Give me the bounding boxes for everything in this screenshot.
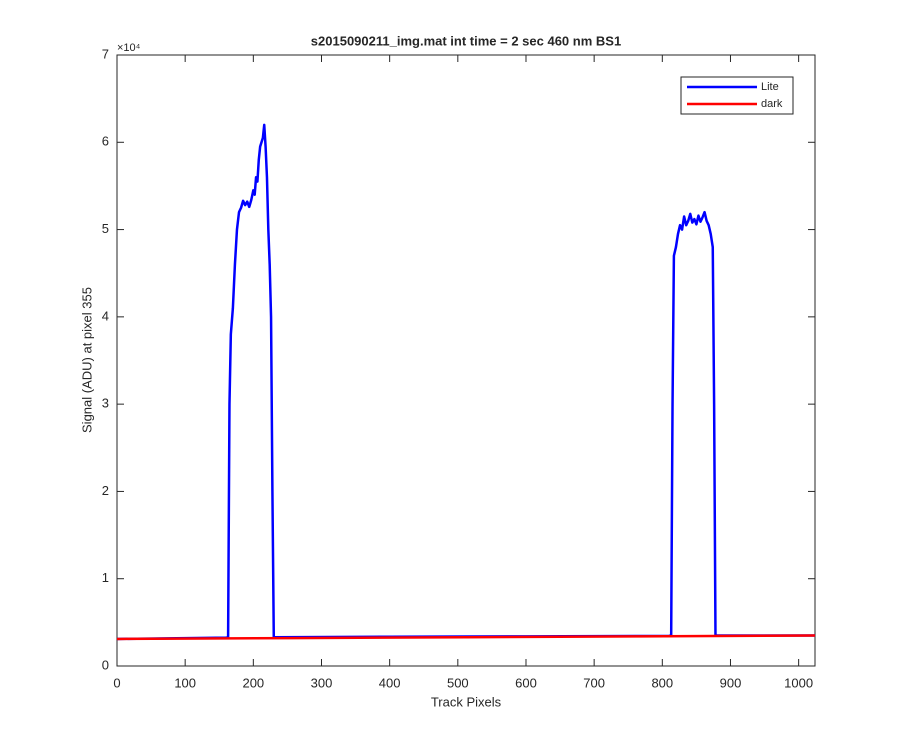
y-tick-label: 3 xyxy=(102,396,109,411)
y-tick-label: 1 xyxy=(102,570,109,585)
x-tick-label: 400 xyxy=(379,675,401,690)
y-axis-label: Signal (ADU) at pixel 355 xyxy=(79,287,94,433)
y-tick-label: 7 xyxy=(102,46,109,61)
x-tick-label: 300 xyxy=(311,675,333,690)
legend-label: dark xyxy=(761,98,783,110)
x-tick-label: 0 xyxy=(113,675,120,690)
x-tick-label: 100 xyxy=(174,675,196,690)
x-tick-label: 200 xyxy=(242,675,264,690)
y-tick-label: 0 xyxy=(102,657,109,672)
x-axis-label: Track Pixels xyxy=(431,694,502,709)
y-tick-label: 5 xyxy=(102,221,109,236)
x-tick-label: 700 xyxy=(583,675,605,690)
y-exponent: ×10⁴ xyxy=(117,42,141,54)
series-line xyxy=(116,634,816,641)
y-tick-label: 4 xyxy=(102,308,109,323)
x-tick-label: 1000 xyxy=(784,675,813,690)
x-tick-label: 500 xyxy=(447,675,469,690)
x-tick-label: 600 xyxy=(515,675,537,690)
legend-label: Lite xyxy=(761,81,779,93)
y-tick-label: 6 xyxy=(102,134,109,149)
y-tick-label: 2 xyxy=(102,483,109,498)
series-line xyxy=(116,123,815,641)
x-tick-label: 900 xyxy=(720,675,742,690)
x-tick-label: 800 xyxy=(651,675,673,690)
chart-title: s2015090211_img.mat int time = 2 sec 460… xyxy=(311,33,621,48)
axes-box xyxy=(116,54,816,667)
legend-box xyxy=(680,76,794,115)
